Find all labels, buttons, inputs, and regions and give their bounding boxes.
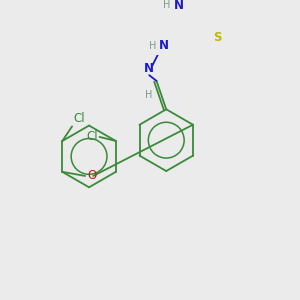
Text: Cl: Cl — [73, 112, 85, 125]
Text: Cl: Cl — [86, 130, 98, 143]
Text: N: N — [173, 0, 183, 12]
Text: H: H — [145, 90, 152, 100]
Text: H: H — [164, 0, 171, 10]
Text: S: S — [213, 31, 222, 44]
Text: H: H — [149, 41, 156, 51]
Text: O: O — [88, 169, 97, 182]
Text: N: N — [159, 39, 169, 52]
Text: N: N — [144, 62, 154, 75]
